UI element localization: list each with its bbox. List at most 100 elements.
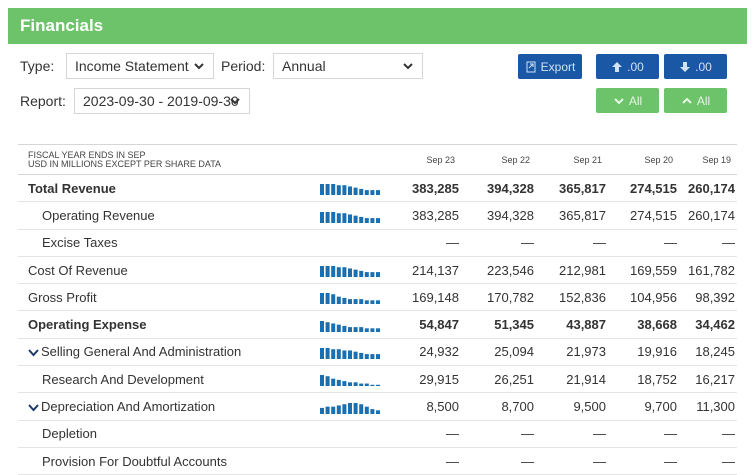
sparkline-bar: [376, 300, 380, 305]
financials-table: FISCAL YEAR ENDS IN SEP USD IN MILLIONS …: [18, 144, 737, 475]
table-row: Excise Taxes — — — — —: [18, 229, 737, 257]
row-label-text: Research And Development: [42, 371, 204, 387]
table-row[interactable]: Depreciation And Amortization 8,500 8,700 9…: [18, 392, 737, 421]
row-label[interactable]: Selling General And Administration: [18, 338, 314, 367]
table-row[interactable]: Selling General And Administration 24,932…: [18, 338, 737, 367]
type-label: Type:: [20, 58, 55, 74]
value-text: —: [593, 235, 606, 251]
value-cell: 274,515: [608, 201, 679, 230]
value-cell: —: [608, 229, 679, 257]
report-select[interactable]: 2023-09-30 - 2019-09-30: [74, 88, 250, 114]
sparkline-bar: [336, 212, 341, 223]
value-text: —: [664, 453, 677, 469]
value-cell: —: [679, 447, 737, 475]
value-cell: 170,782: [461, 283, 536, 312]
value-cell: —: [536, 420, 608, 448]
sparkline-bar: [336, 405, 341, 414]
sparkline-bar: [336, 297, 341, 305]
value-text: —: [521, 235, 534, 251]
value-text: 8,500: [426, 399, 459, 415]
value-text: 26,251: [494, 371, 534, 387]
value-text: —: [722, 426, 735, 442]
sparkline-chart: [320, 211, 380, 223]
sparkline-bar: [364, 300, 369, 305]
sparkline-cell: [314, 338, 394, 367]
sparkline-chart: [320, 347, 380, 359]
value-text: —: [593, 453, 606, 469]
value-text: 104,956: [630, 289, 677, 305]
column-header: Sep 21: [536, 144, 608, 175]
sparkline-bar: [376, 385, 380, 387]
value-text: 38,668: [637, 317, 677, 333]
value-text: 212,981: [559, 262, 606, 278]
value-cell: 98,392: [679, 283, 737, 312]
column-header: Sep 22: [461, 144, 536, 175]
export-button[interactable]: Export: [518, 54, 582, 79]
table-header-caption: FISCAL YEAR ENDS IN SEP USD IN MILLIONS …: [18, 144, 314, 175]
sparkline-cell: [314, 174, 394, 203]
chevron-down-icon[interactable]: [28, 349, 39, 357]
sparkline-bar: [364, 272, 369, 278]
value-cell: 394,328: [461, 174, 536, 203]
increase-decimals-button[interactable]: .00: [596, 54, 659, 79]
sparkline-bar: [364, 190, 369, 196]
value-text: 365,817: [559, 207, 606, 223]
value-cell: 214,137: [394, 256, 461, 285]
value-cell: —: [608, 447, 679, 475]
expand-all-button[interactable]: All: [596, 88, 659, 113]
row-label: Gross Profit: [18, 283, 314, 312]
value-cell: —: [394, 229, 461, 257]
value-cell: 104,956: [608, 283, 679, 312]
sparkline-bar: [331, 211, 336, 223]
row-label-text: Total Revenue: [28, 180, 116, 196]
sparkline-bar: [370, 190, 375, 196]
sparkline-bar: [331, 378, 336, 387]
value-cell: 19,916: [608, 338, 679, 367]
sparkline-bar: [376, 272, 380, 278]
sparkline-bar: [320, 407, 324, 414]
row-label-text: Gross Profit: [28, 289, 97, 305]
value-text: 394,328: [487, 180, 534, 196]
row-label: Depletion: [18, 420, 314, 448]
row-label-text: Cost Of Revenue: [28, 262, 128, 278]
value-cell: 29,915: [394, 365, 461, 394]
arrow-up-icon: [612, 61, 623, 72]
value-cell: 169,148: [394, 283, 461, 312]
row-label-text: Selling General And Administration: [41, 344, 242, 360]
value-cell: —: [536, 447, 608, 475]
chevron-down-icon[interactable]: [28, 403, 39, 412]
fiscal-year-note: FISCAL YEAR ENDS IN SEP: [28, 149, 146, 160]
value-cell: —: [461, 229, 536, 257]
sparkline-bar: [376, 190, 380, 196]
sparkline-bar: [353, 351, 358, 359]
row-label-text: Operating Expense: [28, 317, 147, 333]
row-label-text: Operating Revenue: [42, 207, 155, 223]
value-text: 98,392: [695, 289, 735, 305]
value-cell: 260,174: [679, 174, 737, 203]
value-text: —: [664, 235, 677, 251]
type-select[interactable]: Income Statement: [66, 53, 214, 79]
table-row: Operating Revenue 383,285 394,328 365,817 27…: [18, 201, 737, 230]
value-text: —: [446, 426, 459, 442]
row-label[interactable]: Depreciation And Amortization: [18, 392, 314, 421]
expand-all-label: All: [628, 93, 643, 108]
value-cell: 365,817: [536, 201, 608, 230]
sparkline-cell: [314, 392, 394, 421]
value-text: 8,700: [501, 399, 534, 415]
sparkline-bar: [320, 375, 324, 387]
row-label-text: Depreciation And Amortization: [41, 399, 216, 415]
row-label: Excise Taxes: [18, 229, 314, 257]
sparkline-cell: [314, 310, 394, 339]
value-text: 11,300: [696, 399, 735, 415]
value-text: 51,345: [494, 317, 534, 333]
value-cell: 383,285: [394, 201, 461, 230]
value-cell: 51,345: [461, 310, 536, 339]
row-label: Operating Expense: [18, 310, 314, 339]
sparkline-cell: [314, 420, 394, 448]
period-select[interactable]: Annual: [273, 53, 423, 79]
value-cell: 25,094: [461, 338, 536, 367]
sparkline-bar: [370, 354, 375, 359]
decrease-decimals-button[interactable]: .00: [664, 54, 727, 79]
collapse-all-button[interactable]: All: [664, 88, 727, 113]
value-text: 43,887: [566, 317, 606, 333]
